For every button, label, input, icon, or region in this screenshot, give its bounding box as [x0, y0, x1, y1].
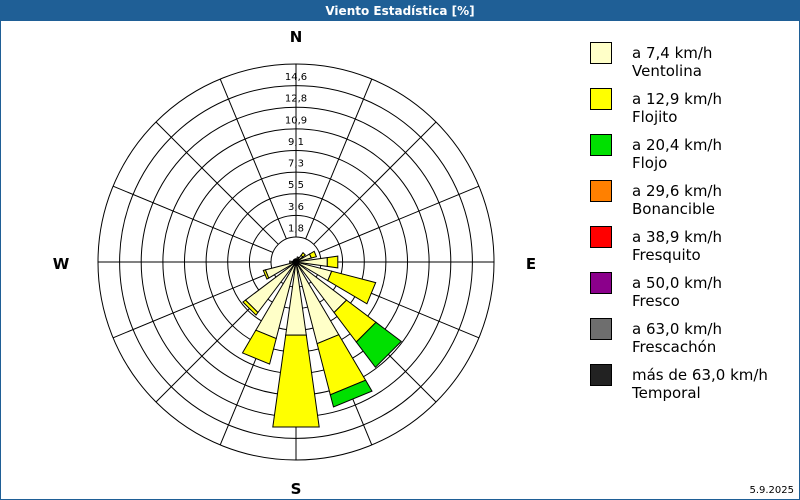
legend-label: a 20,4 km/h Flojo	[632, 136, 722, 172]
legend-item: a 12,9 km/h Flojito	[590, 86, 795, 132]
legend-name: Flojito	[632, 108, 678, 126]
date-stamp: 5.9.2025	[749, 485, 794, 496]
legend-item: a 50,0 km/h Fresco	[590, 270, 795, 316]
bar-e-flojito	[326, 255, 339, 269]
legend-label: a 12,9 km/h Flojito	[632, 90, 722, 126]
legend-swatch	[590, 226, 612, 248]
legend-swatch	[590, 272, 612, 294]
legend-speed: a 20,4 km/h	[632, 136, 722, 154]
grid-spoke	[305, 78, 373, 240]
legend-speed: a 7,4 km/h	[632, 44, 713, 62]
legend-name: Bonancible	[632, 200, 716, 218]
legend-swatch	[590, 134, 612, 156]
legend-speed: a 50,0 km/h	[632, 274, 722, 292]
legend-name: Fresquito	[632, 246, 701, 264]
bar-ne-flojito	[300, 251, 307, 258]
bar-s-flojito	[272, 334, 320, 428]
direction-label-e: E	[526, 255, 536, 273]
legend-speed: a 29,6 km/h	[632, 182, 722, 200]
bar-se-flojo	[355, 321, 403, 369]
legend-name: Fresco	[632, 292, 680, 310]
legend-label: a 7,4 km/h Ventolina	[632, 44, 712, 80]
bar-ene-flojito	[308, 250, 318, 259]
legend-item: a 38,9 km/h Fresquito	[590, 224, 795, 270]
legend-label: a 50,0 km/h Fresco	[632, 274, 722, 310]
bar-sse-flojo	[329, 379, 373, 408]
window-title: Viento Estadística [%]	[1, 1, 799, 21]
legend-name: Frescachón	[632, 338, 717, 356]
legend-label: a 38,9 km/h Fresquito	[632, 228, 722, 264]
legend-label: a 29,6 km/h Bonancible	[632, 182, 722, 218]
radial-tick-label: 1,8	[288, 223, 304, 234]
direction-label-w: W	[53, 255, 70, 273]
legend-name: Flojo	[632, 154, 668, 172]
bar-nnw-ventolina	[293, 258, 297, 263]
legend-speed: a 38,9 km/h	[632, 228, 722, 246]
legend-item: a 7,4 km/h Ventolina	[590, 40, 795, 86]
direction-label-s: S	[291, 480, 302, 498]
legend-item: a 63,0 km/h Frescachón	[590, 316, 795, 362]
legend-speed: a 63,0 km/h	[632, 320, 722, 338]
legend-label: a 63,0 km/h Frescachón	[632, 320, 722, 356]
legend-item: más de 63,0 km/h Temporal	[590, 362, 795, 408]
grid-spoke	[155, 121, 279, 245]
legend-swatch	[590, 318, 612, 340]
radial-tick-label: 9,1	[288, 137, 304, 148]
grid-spoke	[112, 271, 274, 339]
legend-speed: a 12,9 km/h	[632, 90, 722, 108]
direction-label-n: N	[290, 28, 303, 46]
legend-swatch	[590, 88, 612, 110]
legend-swatch	[590, 42, 612, 64]
radial-tick-label: 12,8	[285, 94, 307, 105]
legend-swatch	[590, 180, 612, 202]
legend-label: más de 63,0 km/h Temporal	[632, 366, 768, 402]
legend-speed: más de 63,0 km/h	[632, 366, 768, 384]
radial-tick-label: 7,3	[288, 159, 304, 170]
grid-spoke	[112, 185, 274, 253]
radial-tick-label: 3,6	[288, 202, 304, 213]
grid-spoke	[219, 78, 287, 240]
radial-tick-label: 5,5	[288, 180, 304, 191]
legend-name: Ventolina	[632, 62, 702, 80]
wind-bars	[241, 250, 403, 428]
legend-name: Temporal	[632, 384, 701, 402]
radial-tick-label: 10,9	[285, 115, 307, 126]
legend-item: a 20,4 km/h Flojo	[590, 132, 795, 178]
bar-wsw-flojito	[262, 269, 270, 280]
bar-s-ventolina	[285, 261, 307, 336]
legend-swatch	[590, 364, 612, 386]
grid-spoke	[313, 121, 437, 245]
radial-tick-label: 14,6	[285, 72, 307, 83]
bar-ese-flojito	[327, 270, 377, 305]
legend-item: a 29,6 km/h Bonancible	[590, 178, 795, 224]
grid-spoke	[318, 185, 480, 253]
legend: a 7,4 km/h Ventolina a 12,9 km/h Flojito a 2…	[590, 40, 795, 408]
radial-tick-labels: 1,8 3,6 5,5 7,3 9,1 10,9 12,8 14,6	[285, 72, 307, 234]
bar-ssw-flojito	[241, 329, 277, 365]
bar-sw-flojito	[242, 299, 259, 316]
